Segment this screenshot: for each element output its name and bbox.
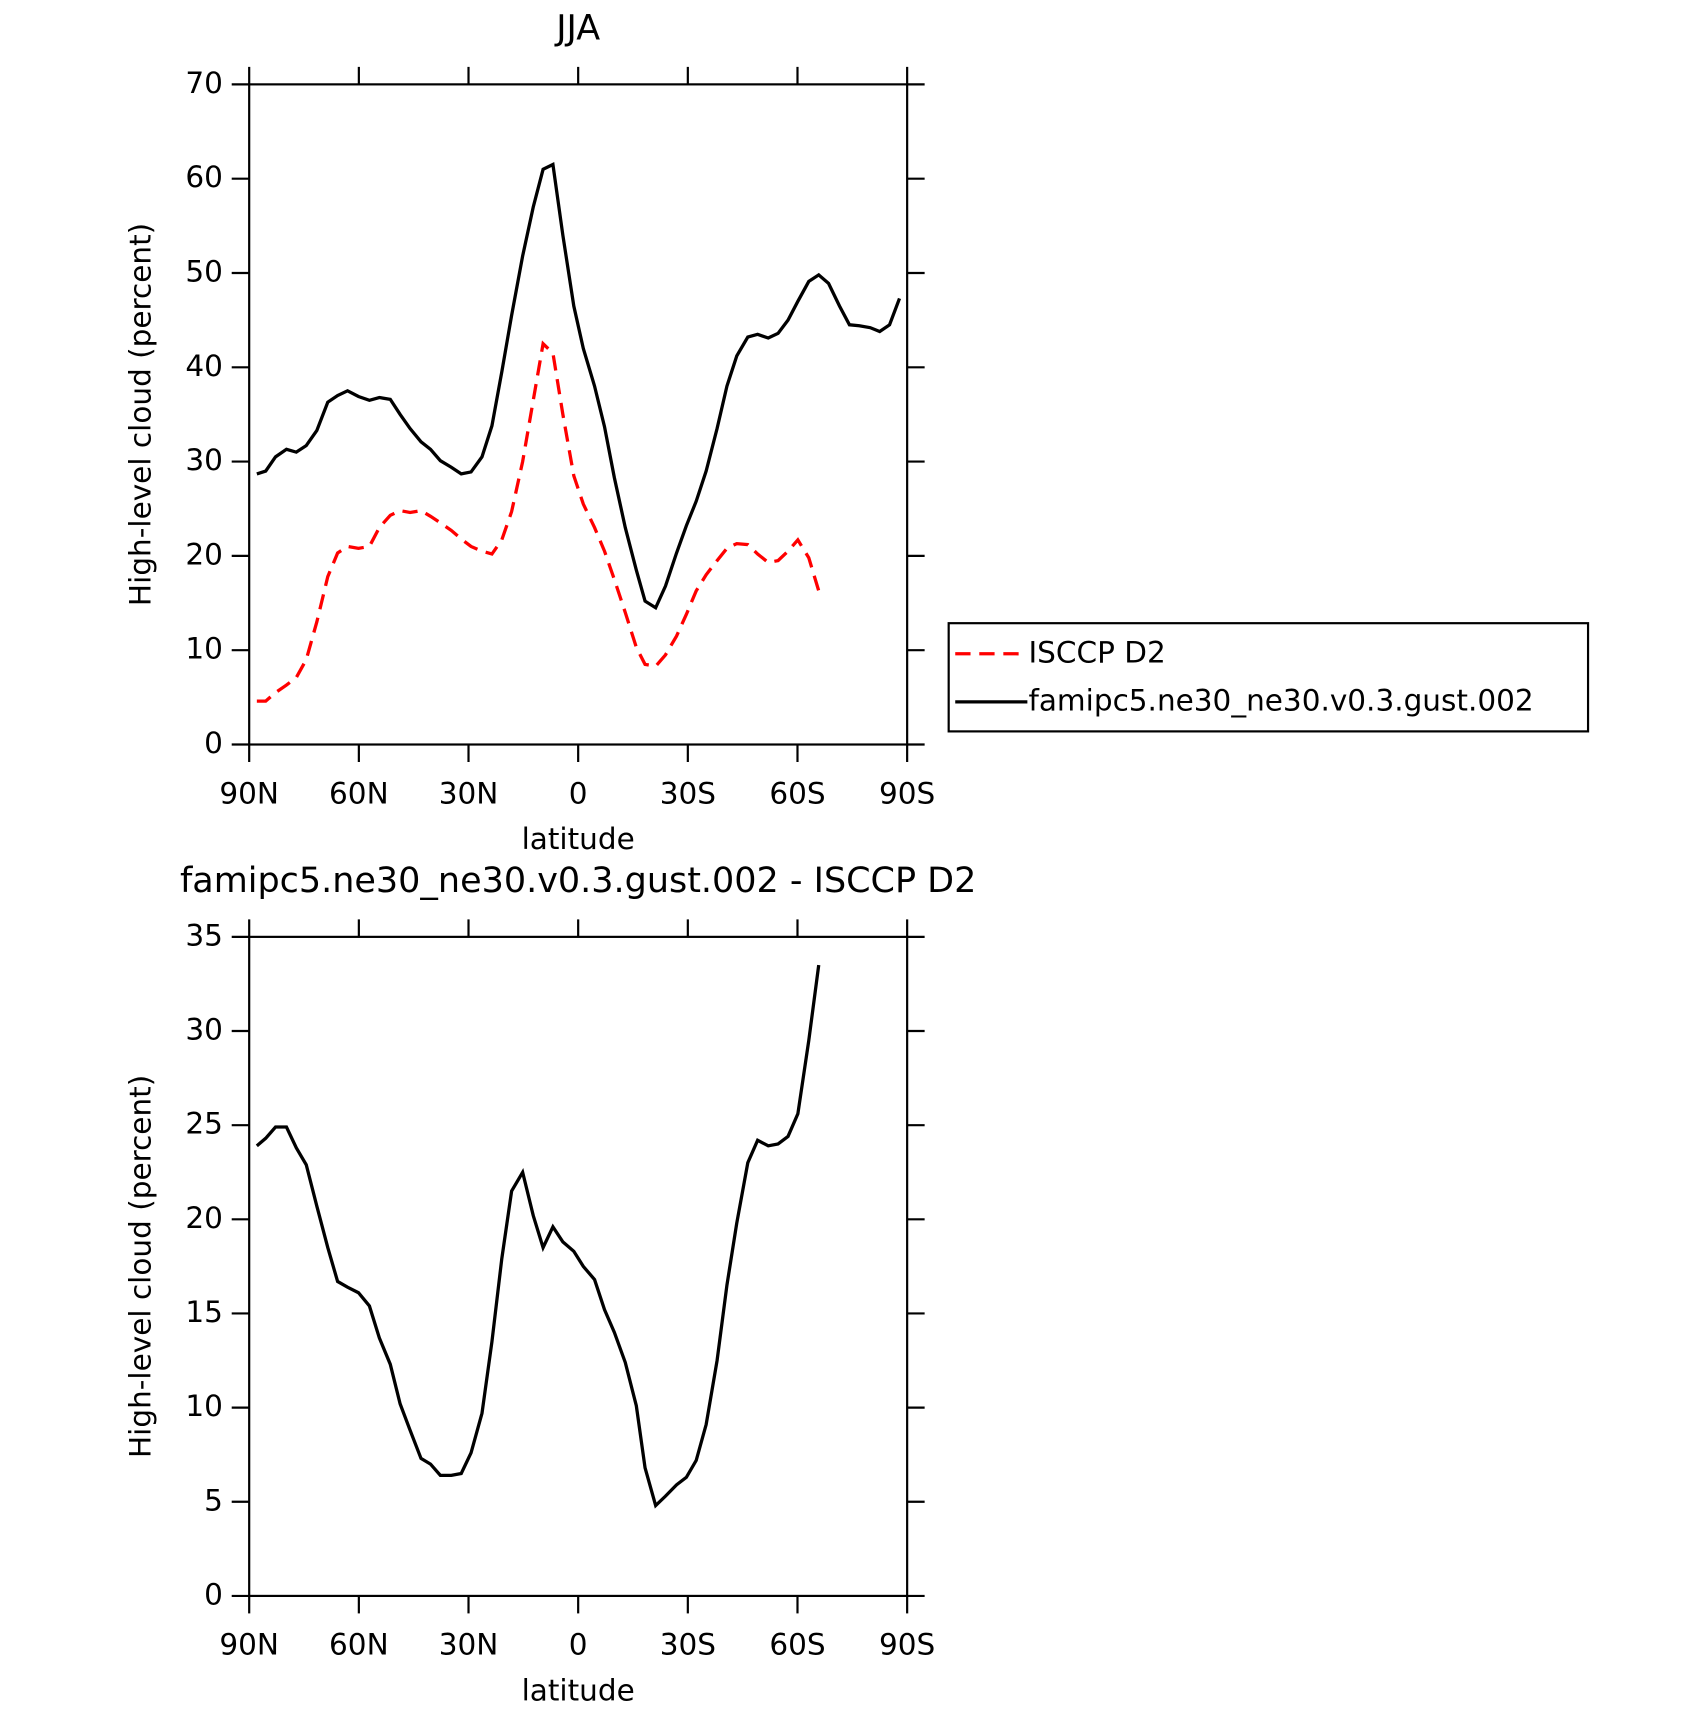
x-tick-label: 0: [569, 776, 588, 810]
x-tick-label: 30S: [660, 1628, 716, 1662]
series-line: [256, 340, 821, 703]
x-tick-label: 60S: [769, 1628, 825, 1662]
y-tick-label: 10: [185, 632, 223, 666]
legend-label: ISCCP D2: [1028, 635, 1165, 669]
x-tick-label: 90S: [879, 1628, 935, 1662]
x-tick-label: 30S: [660, 776, 716, 810]
y-tick-label: 35: [185, 918, 223, 952]
x-axis-label: latitude: [522, 1674, 635, 1708]
x-tick-label: 90N: [219, 1628, 279, 1662]
x-tick-label: 30N: [439, 776, 499, 810]
y-tick-label: 70: [185, 66, 223, 100]
y-tick-label: 10: [185, 1389, 223, 1423]
x-tick-label: 0: [569, 1628, 588, 1662]
y-tick-label: 30: [185, 443, 223, 477]
x-tick-label: 90S: [879, 776, 935, 810]
y-tick-label: 15: [185, 1295, 223, 1329]
y-tick-label: 20: [185, 537, 223, 571]
x-tick-label: 60S: [769, 776, 825, 810]
x-tick-label: 30N: [439, 1628, 499, 1662]
y-tick-label: 0: [204, 726, 223, 760]
chart-title: famipc5.ne30_ne30.v0.3.gust.002 - ISCCP …: [180, 861, 976, 901]
chart-title: JJA: [554, 9, 600, 49]
y-tick-label: 20: [185, 1201, 223, 1235]
series-line: [256, 162, 902, 611]
legend-label: famipc5.ne30_ne30.v0.3.gust.002: [1028, 683, 1533, 717]
x-tick-label: 60N: [329, 1628, 389, 1662]
y-tick-label: 40: [185, 349, 223, 383]
x-tick-label: 60N: [329, 776, 389, 810]
y-tick-label: 60: [185, 160, 223, 194]
y-tick-label: 25: [185, 1107, 223, 1141]
plot-frame: [248, 83, 909, 746]
y-tick-label: 5: [204, 1483, 223, 1517]
y-tick-label: 0: [204, 1577, 223, 1611]
y-axis-label: High-level cloud (percent): [124, 1075, 158, 1458]
legend-box: [947, 622, 1590, 733]
x-axis-label: latitude: [522, 822, 635, 856]
series-line: [255, 964, 821, 1509]
x-tick-label: 90N: [219, 776, 279, 810]
y-axis-label: High-level cloud (percent): [124, 223, 158, 606]
y-tick-label: 50: [185, 254, 223, 288]
y-tick-label: 30: [185, 1013, 223, 1047]
